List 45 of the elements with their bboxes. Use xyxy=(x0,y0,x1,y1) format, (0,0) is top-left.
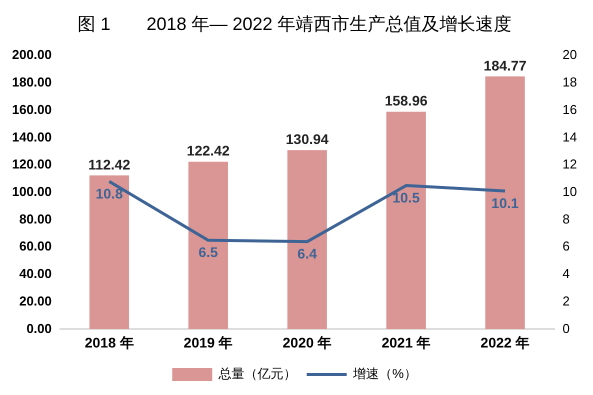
legend-label: 增速（%） xyxy=(352,366,417,382)
y2-tick-label: 18 xyxy=(562,74,578,90)
y-tick-label: 0.00 xyxy=(26,320,52,336)
y2-tick-label: 16 xyxy=(562,102,578,117)
y2-tick-label: 6 xyxy=(562,238,570,254)
bar xyxy=(386,112,426,330)
data-label: 184.77 xyxy=(484,57,527,74)
y-tick-label: 180.00 xyxy=(12,74,52,90)
data-label: 122.42 xyxy=(186,142,230,159)
y2-tick-label: 14 xyxy=(562,129,578,144)
y2-tick-label: 12 xyxy=(562,156,578,172)
x-tick-label: 2020 年 xyxy=(282,334,332,350)
y2-tick-label: 20 xyxy=(562,47,578,62)
data-label: 112.42 xyxy=(88,156,130,172)
y-tick-label: 80.00 xyxy=(19,211,52,226)
data-label: 10.1 xyxy=(491,194,519,211)
y2-tick-label: 2 xyxy=(562,293,570,308)
bar xyxy=(287,150,327,330)
x-tick-label: 2018 年 xyxy=(84,334,134,350)
chart-title: 图 1 2018 年— 2022 年靖西市生产总值及增长速度 xyxy=(77,14,512,34)
data-label: 130.94 xyxy=(286,130,329,147)
bar xyxy=(188,162,228,330)
y2-tick-label: 10 xyxy=(562,184,578,199)
data-label: 6.5 xyxy=(198,244,218,260)
x-tick-label: 2021 年 xyxy=(382,334,431,350)
y-tick-label: 120.00 xyxy=(12,156,52,172)
y-tick-label: 200.00 xyxy=(12,47,52,62)
legend-label: 总量（亿元） xyxy=(218,366,297,382)
data-label: 158.96 xyxy=(384,92,428,109)
x-tick-label: 2022 年 xyxy=(480,334,530,350)
y2-tick-label: 4 xyxy=(562,266,570,282)
y-tick-label: 160.00 xyxy=(12,102,52,117)
bar xyxy=(485,76,525,330)
y2-tick-label: 8 xyxy=(562,211,570,226)
bar xyxy=(89,175,130,330)
y-tick-label: 100.00 xyxy=(12,184,52,199)
data-label: 6.4 xyxy=(297,246,318,262)
y-tick-label: 140.00 xyxy=(12,129,52,144)
y2-tick-label: 0 xyxy=(562,320,570,336)
x-tick-label: 2019 年 xyxy=(184,334,233,350)
y-tick-label: 20.00 xyxy=(19,293,52,308)
data-label: 10.8 xyxy=(96,185,124,202)
data-label: 10.5 xyxy=(392,189,420,206)
y-tick-label: 60.00 xyxy=(19,238,52,254)
y-tick-label: 40.00 xyxy=(19,266,52,282)
